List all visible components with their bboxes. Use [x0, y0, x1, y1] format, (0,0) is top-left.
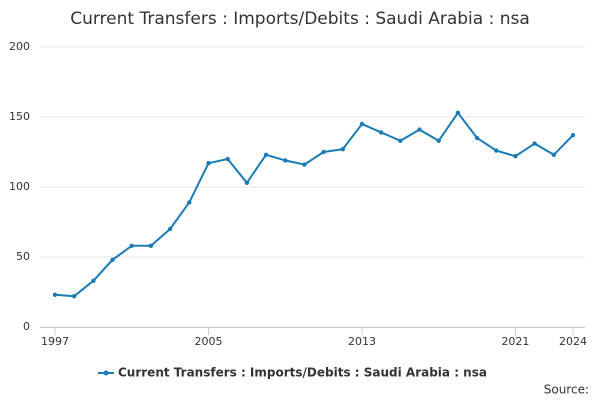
point [225, 156, 230, 162]
point [91, 278, 96, 283]
point [187, 200, 192, 205]
x-tick-label: 2005 [194, 335, 222, 348]
point [474, 135, 480, 141]
x-tick-label: 1997 [41, 335, 69, 348]
chart-title: Current Transfers : Imports/Debits : Sau… [70, 9, 530, 29]
y-tick-label: 100 [9, 180, 30, 193]
point [321, 149, 326, 155]
point [513, 154, 518, 159]
point [455, 110, 461, 116]
point [570, 133, 576, 138]
series-line [54, 111, 574, 298]
y-tick-label: 50 [16, 250, 30, 263]
point [378, 130, 384, 135]
point [551, 152, 557, 157]
y-tick-label: 200 [9, 40, 30, 53]
point [283, 158, 288, 163]
point [436, 138, 441, 143]
source: Source: [544, 383, 589, 397]
point [244, 180, 250, 185]
point [129, 243, 134, 248]
x-tick-label: 2024 [559, 335, 587, 348]
x-tick-label: 2021 [501, 335, 529, 348]
point [206, 161, 211, 166]
point [52, 292, 58, 297]
point [263, 152, 269, 157]
y-tick-label: 150 [9, 110, 30, 123]
point [148, 243, 154, 248]
legend-marker [103, 370, 109, 376]
point [494, 148, 499, 153]
point [532, 141, 537, 146]
point [398, 138, 403, 143]
point [167, 226, 173, 232]
point [302, 162, 307, 167]
point [71, 294, 77, 299]
legend-label: Current Transfers : Imports/Debits : Sau… [118, 366, 487, 380]
point [359, 121, 365, 127]
point [417, 127, 422, 132]
point [110, 257, 115, 262]
point [340, 147, 345, 152]
x-tick-label: 2013 [348, 335, 376, 348]
y-tick-label: 0 [23, 320, 30, 333]
